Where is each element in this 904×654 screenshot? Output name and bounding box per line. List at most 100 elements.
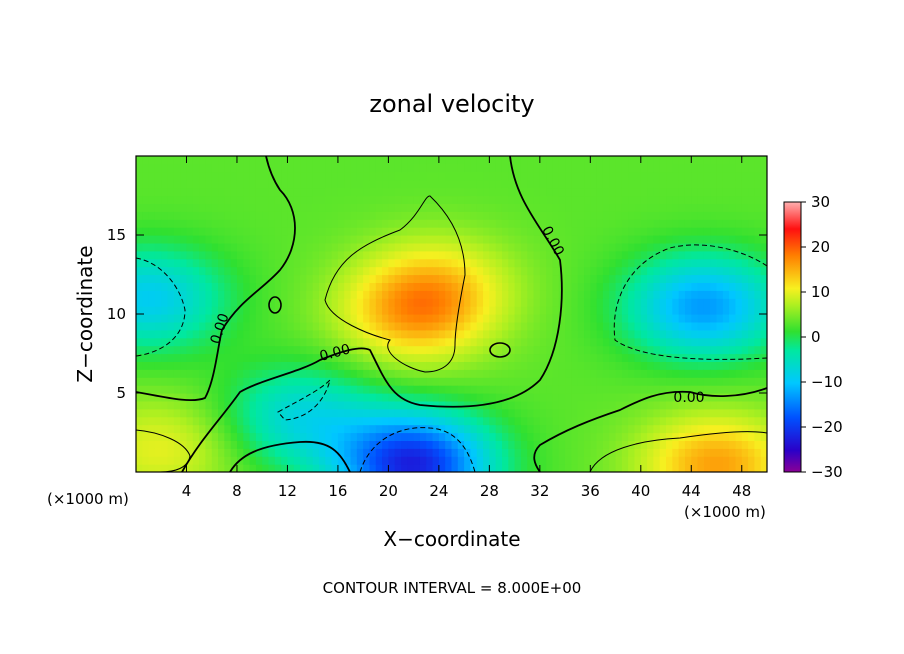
heatmap-cell xyxy=(464,385,472,394)
heatmap-cell xyxy=(489,171,497,181)
heatmap-cell xyxy=(476,250,484,260)
heatmap-cell xyxy=(148,298,156,307)
heatmap-cell xyxy=(356,464,364,472)
heatmap-cell xyxy=(344,235,352,244)
heatmap-cell xyxy=(375,345,383,355)
heatmap-cell xyxy=(735,227,743,236)
heatmap-cell xyxy=(754,369,762,378)
heatmap-cell xyxy=(684,250,692,260)
heatmap-cell xyxy=(495,306,503,315)
heatmap-cell xyxy=(672,163,680,173)
heatmap-cell xyxy=(331,195,339,204)
heatmap-cell xyxy=(558,393,566,402)
heatmap-cell xyxy=(495,408,503,418)
heatmap-cell xyxy=(274,290,282,299)
heatmap-cell xyxy=(533,274,541,283)
heatmap-cell xyxy=(748,171,755,181)
heatmap-cell xyxy=(464,337,472,347)
heatmap-cell xyxy=(684,242,692,252)
heatmap-cell xyxy=(356,171,364,181)
heatmap-cell xyxy=(565,385,572,394)
heatmap-cell xyxy=(268,440,276,449)
heatmap-cell xyxy=(520,171,528,181)
heatmap-cell xyxy=(596,250,604,260)
heatmap-cell xyxy=(312,156,320,165)
heatmap-cell xyxy=(514,345,522,355)
heatmap-cell xyxy=(426,424,434,434)
heatmap-cell xyxy=(691,416,699,426)
heatmap-cell xyxy=(344,456,352,465)
heatmap-cell xyxy=(344,353,352,362)
heatmap-cell xyxy=(552,211,560,220)
heatmap-cell xyxy=(565,321,572,331)
heatmap-cell xyxy=(375,385,383,394)
heatmap-cell xyxy=(539,321,547,331)
heatmap-cell xyxy=(394,235,402,244)
heatmap-cell xyxy=(501,456,509,465)
heatmap-cell xyxy=(621,464,629,472)
heatmap-cell xyxy=(527,416,535,426)
heatmap-cell xyxy=(546,393,554,402)
heatmap-cell xyxy=(710,329,718,339)
heatmap-cell xyxy=(647,353,655,362)
heatmap-cell xyxy=(584,242,591,252)
heatmap-cell xyxy=(432,448,440,457)
heatmap-cell xyxy=(577,464,585,472)
heatmap-cell xyxy=(577,163,585,173)
heatmap-cell xyxy=(754,211,762,220)
zero-contour-right xyxy=(533,387,767,472)
heatmap-cell xyxy=(735,282,743,291)
heatmap-cell xyxy=(527,195,535,204)
heatmap-cell xyxy=(621,337,629,347)
heatmap-cell xyxy=(609,258,617,268)
heatmap-cell xyxy=(154,290,162,299)
heatmap-cell xyxy=(520,393,528,402)
heatmap-cell xyxy=(571,211,579,220)
heatmap-cell xyxy=(672,298,680,307)
heatmap-cell xyxy=(684,187,692,197)
heatmap-cell xyxy=(268,219,276,228)
heatmap-cell xyxy=(634,353,642,362)
heatmap-cell xyxy=(659,337,667,347)
heatmap-cell xyxy=(281,314,289,323)
heatmap-cell xyxy=(287,195,295,204)
heatmap-cell xyxy=(565,187,572,197)
heatmap-cell xyxy=(596,306,604,315)
heatmap-cell xyxy=(678,274,686,283)
heatmap-cell xyxy=(628,211,636,220)
heatmap-cell xyxy=(489,416,497,426)
heatmap-cell xyxy=(375,329,383,339)
heatmap-cell xyxy=(716,440,724,449)
heatmap-cell xyxy=(722,369,730,378)
heatmap-cell xyxy=(716,393,724,402)
heatmap-cell xyxy=(464,393,472,402)
heatmap-cell xyxy=(199,369,207,378)
heatmap-cell xyxy=(325,321,333,331)
heatmap-cell xyxy=(609,456,617,465)
heatmap-cell xyxy=(457,163,465,173)
heatmap-cell xyxy=(432,456,440,465)
heatmap-cell xyxy=(413,353,421,362)
heatmap-cell xyxy=(337,156,345,165)
heatmap-cell xyxy=(602,298,610,307)
heatmap-cell xyxy=(394,408,402,418)
heatmap-cell xyxy=(666,187,673,197)
heatmap-cell xyxy=(571,187,579,197)
heatmap-cell xyxy=(672,424,680,434)
heatmap-cell xyxy=(293,298,301,307)
heatmap-cell xyxy=(602,440,610,449)
heatmap-cell xyxy=(539,306,547,315)
heatmap-cell xyxy=(300,282,307,291)
heatmap-cell xyxy=(356,314,364,323)
heatmap-cell xyxy=(508,456,516,465)
heatmap-cell xyxy=(470,187,478,197)
heatmap-cell xyxy=(331,440,339,449)
heatmap-cell xyxy=(640,298,648,307)
heatmap-cell xyxy=(205,274,213,283)
heatmap-cell xyxy=(546,408,554,418)
heatmap-cell xyxy=(407,290,415,299)
heatmap-cell xyxy=(218,274,225,283)
heatmap-cell xyxy=(602,448,610,457)
heatmap-cell xyxy=(659,242,667,252)
heatmap-cell xyxy=(356,393,364,402)
